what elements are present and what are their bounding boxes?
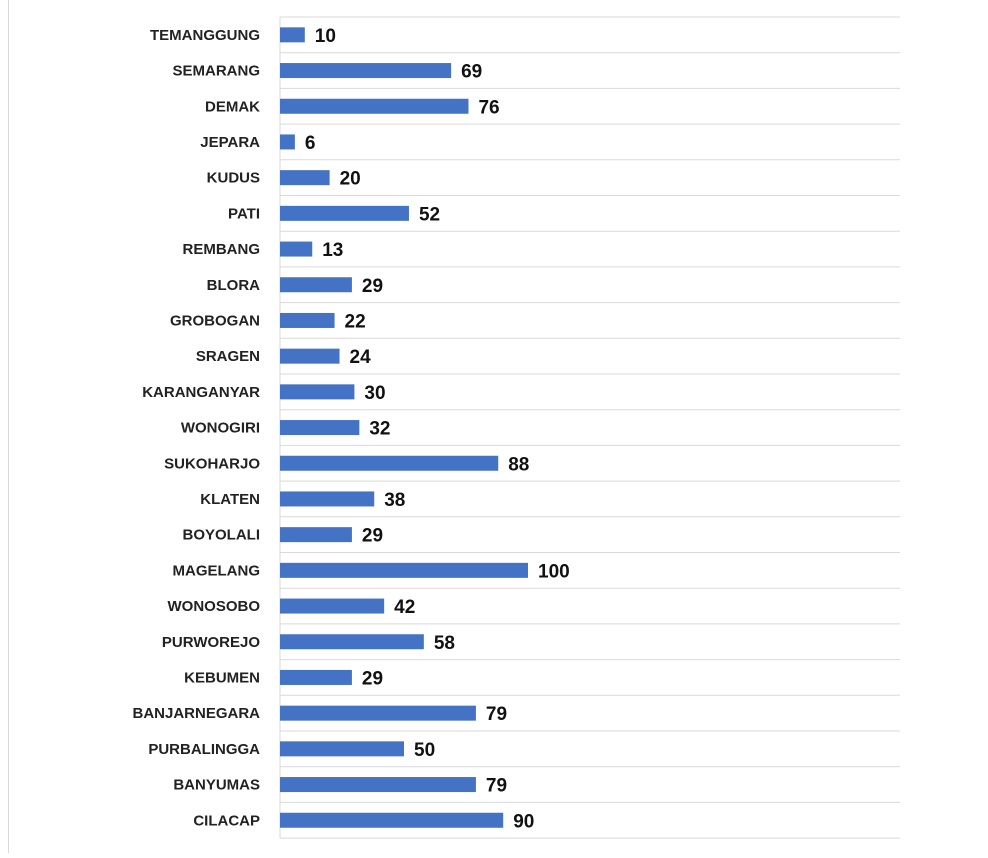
bar: [280, 812, 504, 828]
category-label: GROBOGAN: [170, 312, 260, 329]
data-label: 79: [486, 704, 507, 725]
category-label: BANYUMAS: [173, 777, 260, 794]
data-label: 90: [513, 811, 534, 832]
bar: [280, 634, 424, 650]
data-label: 29: [362, 276, 383, 297]
bar: [280, 348, 340, 364]
bar: [280, 98, 469, 114]
category-label: WONOSOBO: [168, 598, 261, 615]
data-label: 13: [322, 240, 343, 261]
category-label: BANJARNEGARA: [132, 705, 260, 722]
bar: [280, 420, 360, 436]
category-label: KEBUMEN: [184, 669, 260, 686]
bar: [280, 27, 305, 43]
bar: [280, 241, 313, 257]
category-label: BOYOLALI: [183, 527, 261, 544]
bar: [280, 312, 335, 328]
category-label: SEMARANG: [172, 63, 260, 80]
data-label: 32: [369, 419, 390, 440]
bar: [280, 170, 330, 186]
category-label: REMBANG: [183, 241, 261, 258]
bar: [280, 134, 295, 150]
bar: [280, 598, 385, 614]
data-label: 79: [486, 776, 507, 797]
data-label: 100: [538, 561, 570, 582]
category-label: MAGELANG: [173, 562, 261, 579]
bar: [280, 705, 476, 721]
data-label: 38: [384, 490, 405, 511]
data-label: 69: [461, 62, 482, 83]
data-label: 29: [362, 526, 383, 547]
data-label: 10: [315, 26, 336, 47]
bar: [280, 562, 528, 578]
bar: [280, 277, 352, 293]
data-label: 58: [434, 633, 455, 654]
data-label: 30: [364, 383, 385, 404]
category-label: KUDUS: [207, 170, 260, 187]
bar: [280, 455, 499, 471]
category-label: TEMANGGUNG: [150, 27, 260, 44]
bar: [280, 527, 352, 543]
data-label: 29: [362, 668, 383, 689]
category-label: CILACAP: [193, 812, 260, 829]
data-label: 22: [345, 311, 366, 332]
bar: [280, 669, 352, 685]
data-label: 88: [508, 454, 529, 475]
category-label: PURBALINGGA: [148, 741, 260, 758]
data-label: 52: [419, 204, 440, 225]
category-label: SRAGEN: [196, 348, 260, 365]
category-label: DEMAK: [205, 98, 260, 115]
category-label: BLORA: [207, 277, 260, 294]
data-label: 76: [478, 97, 499, 118]
bar: [280, 491, 375, 507]
category-label: JEPARA: [200, 134, 260, 151]
category-label: PURWOREJO: [162, 634, 260, 651]
category-label: WONOGIRI: [181, 420, 260, 437]
bar: [280, 384, 355, 400]
frame-border: [8, 0, 9, 853]
category-label: PATI: [228, 205, 260, 222]
bar: [280, 205, 409, 221]
bar: [280, 63, 452, 79]
data-label: 24: [350, 347, 372, 368]
data-label: 20: [340, 169, 361, 190]
category-label: KARANGANYAR: [142, 384, 260, 401]
category-label: SUKOHARJO: [164, 455, 260, 472]
data-label: 6: [305, 133, 316, 154]
data-label: 50: [414, 740, 435, 761]
bar: [280, 777, 476, 793]
data-label: 42: [394, 597, 415, 618]
bar: [280, 741, 404, 757]
category-label: KLATEN: [200, 491, 260, 508]
